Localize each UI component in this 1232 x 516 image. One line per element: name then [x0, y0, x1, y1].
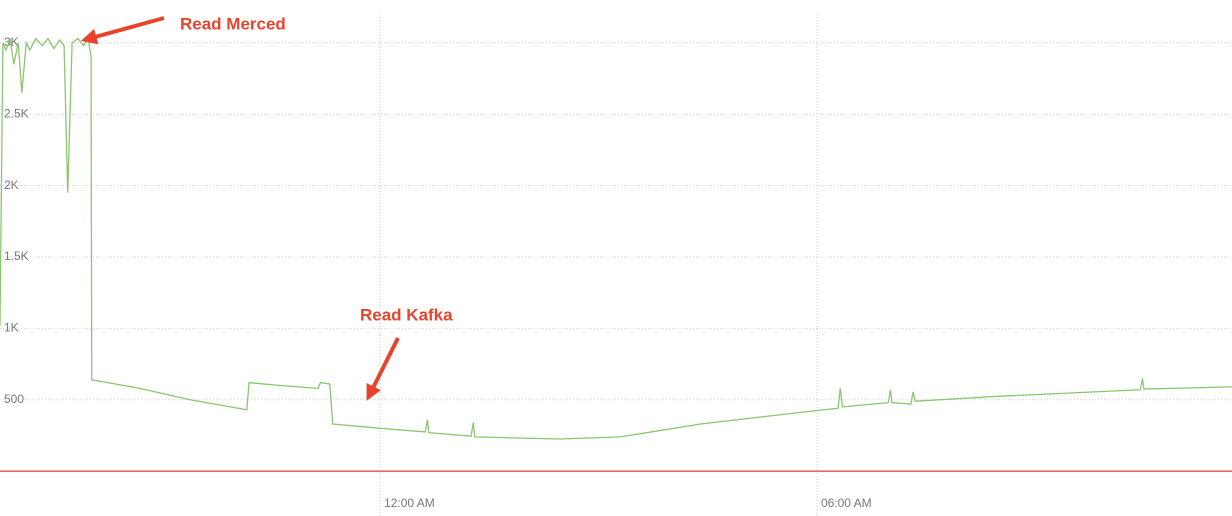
- y-tick-label: 1K: [4, 321, 19, 335]
- annotation: Read Merced: [180, 14, 286, 33]
- plot: [0, 35, 1232, 472]
- annotation: Read Kafka: [360, 305, 453, 324]
- arrow: [80, 16, 165, 45]
- x-tick-label: 06:00 AM: [821, 496, 872, 510]
- y-tick-label: 1.5K: [4, 249, 29, 263]
- arrow: [366, 337, 400, 401]
- y-tick-label: 2.5K: [4, 106, 29, 120]
- x-tick-label: 12:00 AM: [384, 496, 435, 510]
- y-tick-label: 500: [4, 392, 24, 406]
- y-tick-label: 2K: [4, 178, 19, 192]
- line: [0, 35, 1232, 440]
